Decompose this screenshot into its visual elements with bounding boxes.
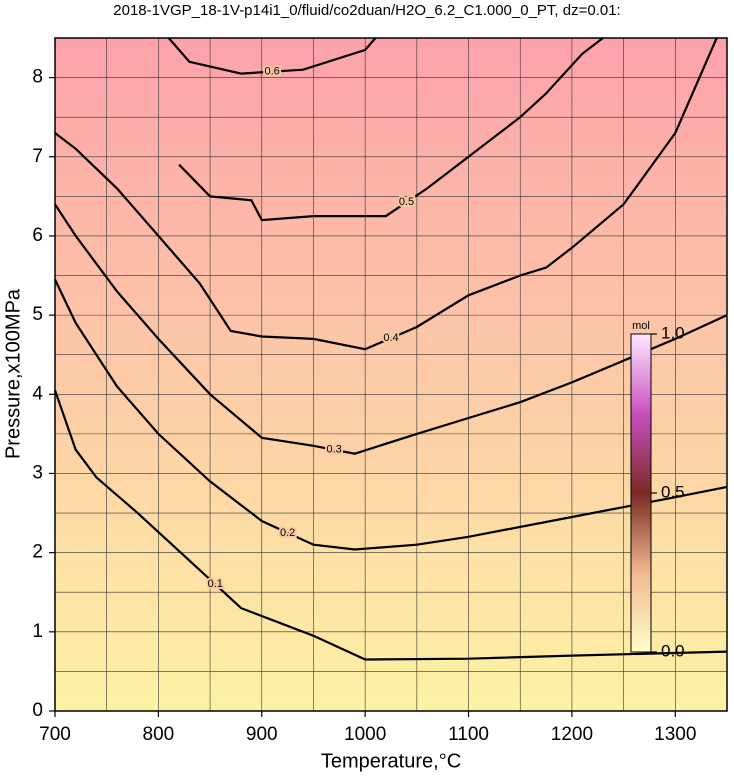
contour-line bbox=[167, 37, 377, 75]
plot-background bbox=[55, 38, 727, 711]
contour-label: 0.2 bbox=[280, 527, 295, 539]
y-tick-label: 3 bbox=[32, 462, 43, 483]
y-tick-label: 4 bbox=[32, 383, 43, 404]
contour-line bbox=[178, 37, 604, 222]
contour-line bbox=[54, 203, 728, 455]
y-tick-label: 1 bbox=[32, 621, 43, 642]
y-tick-label: 2 bbox=[32, 542, 43, 563]
y-tick-label: 7 bbox=[32, 146, 43, 167]
x-tick-label: 1000 bbox=[344, 724, 386, 745]
x-tick-label: 800 bbox=[143, 724, 175, 745]
y-tick-label: 8 bbox=[32, 67, 43, 88]
colorbar-label: mol bbox=[632, 320, 650, 332]
y-tick-label: 5 bbox=[32, 304, 43, 325]
y-tick-label: 6 bbox=[32, 225, 43, 246]
colorbar-tick-label: 0.5 bbox=[661, 482, 685, 501]
contour-label: 0.5 bbox=[399, 196, 414, 208]
x-tick-label: 1200 bbox=[551, 724, 593, 745]
chart-title: 2018-1VGP_18-1V-p14i1_0/fluid/co2duan/H2… bbox=[113, 2, 620, 19]
colorbar-tick-label: 0.0 bbox=[661, 641, 685, 660]
colorbar bbox=[630, 333, 652, 653]
y-tick-label: 0 bbox=[32, 700, 43, 721]
contour-label: 0.4 bbox=[383, 332, 398, 344]
x-tick-label: 1300 bbox=[654, 724, 696, 745]
contour-label: 0.1 bbox=[208, 578, 223, 590]
contour-label: 0.3 bbox=[326, 444, 341, 456]
x-axis-label: Temperature,°C bbox=[321, 750, 461, 772]
contour-line bbox=[53, 389, 728, 661]
contour-line bbox=[54, 37, 718, 351]
colorbar-tick-label: 1.0 bbox=[661, 323, 685, 342]
y-axis-label: Pressure,x100MPa bbox=[2, 288, 24, 459]
x-tick-label: 900 bbox=[246, 724, 278, 745]
x-tick-label: 1100 bbox=[448, 724, 489, 745]
x-tick-label: 700 bbox=[39, 724, 71, 745]
contour-label: 0.6 bbox=[264, 66, 279, 78]
contour-line bbox=[54, 279, 728, 551]
plot-frame bbox=[54, 37, 728, 712]
